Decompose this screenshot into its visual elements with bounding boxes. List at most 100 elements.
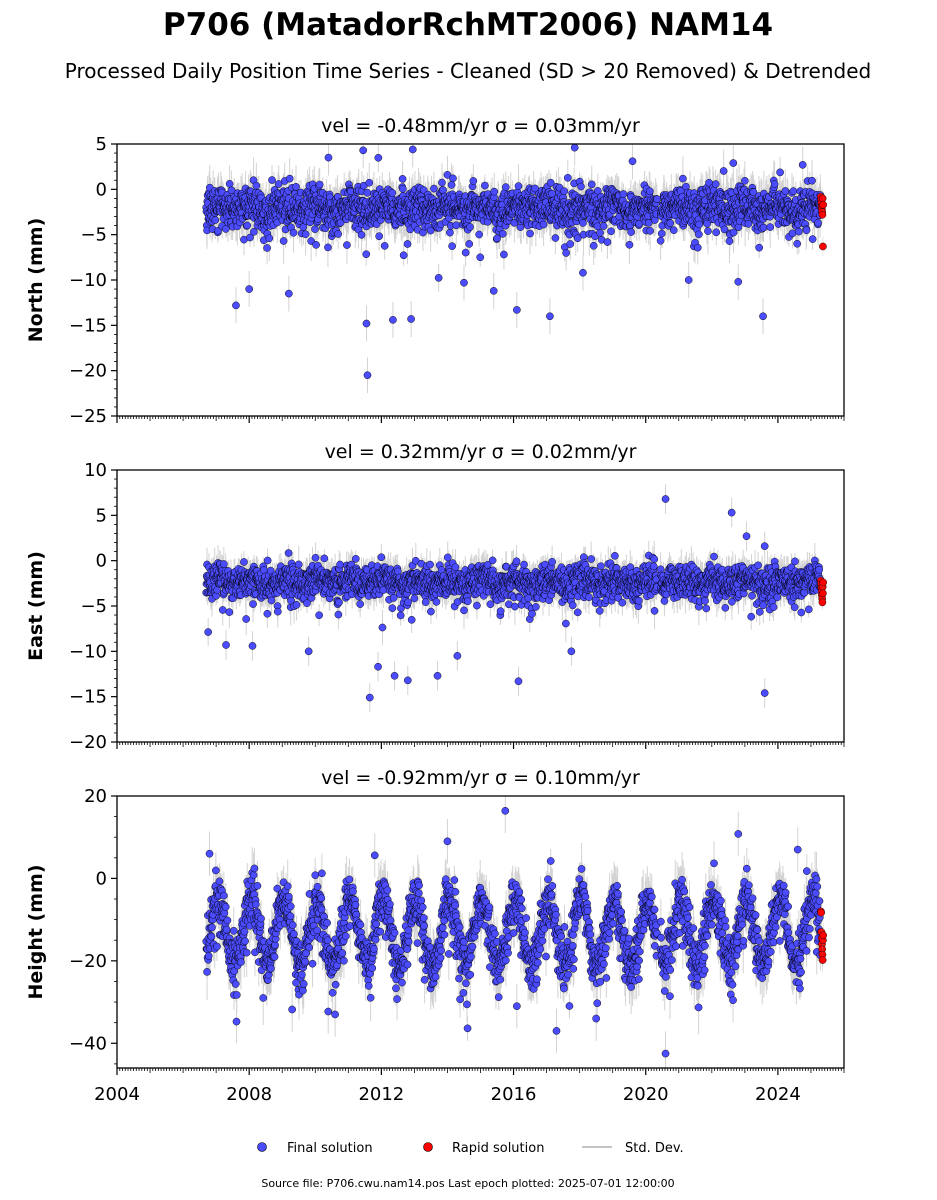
final-point <box>795 227 803 236</box>
final-point <box>357 231 366 239</box>
final-point <box>451 563 460 572</box>
final-point <box>744 220 753 228</box>
final-point <box>747 612 756 621</box>
final-point <box>769 603 778 611</box>
final-point <box>759 601 768 610</box>
final-point <box>263 244 271 252</box>
final-point <box>618 598 627 607</box>
final-point <box>793 239 802 248</box>
final-point <box>225 180 234 188</box>
y-tick-label: 0 <box>96 179 107 200</box>
final-point <box>759 312 767 321</box>
final-point <box>720 225 729 234</box>
panel-title-north: vel = -0.48mm/yr σ = 0.03mm/yr <box>321 115 640 137</box>
final-point <box>476 253 485 262</box>
final-point <box>426 226 435 235</box>
final-point <box>650 607 659 615</box>
y-tick-label: 10 <box>84 460 107 481</box>
final-point <box>220 560 228 568</box>
final-point <box>727 508 736 517</box>
y-tick-label: −15 <box>69 687 107 708</box>
final-point <box>760 689 769 697</box>
y-tick-label: −20 <box>69 361 107 382</box>
final-point <box>433 671 442 680</box>
final-point <box>595 607 604 615</box>
final-point <box>702 604 711 613</box>
plot-area-east <box>202 484 828 713</box>
final-point <box>265 234 274 243</box>
final-point <box>649 562 658 571</box>
final-point <box>427 607 435 616</box>
final-point <box>218 606 227 614</box>
final-point <box>661 495 670 503</box>
final-point <box>788 229 797 238</box>
final-point <box>619 190 628 198</box>
final-point <box>403 676 412 685</box>
rapid-point <box>818 194 827 203</box>
y-axis-north: 50−5−10−15−20−25 <box>69 134 117 427</box>
final-point <box>430 184 438 193</box>
final-point <box>464 597 472 606</box>
final-point <box>741 176 749 185</box>
final-point <box>776 168 784 177</box>
final-point <box>252 181 261 190</box>
final-point <box>249 600 257 608</box>
final-point <box>802 226 811 235</box>
rapid-point <box>818 210 827 219</box>
rapid-point <box>819 200 828 209</box>
final-point <box>551 234 560 242</box>
final-point <box>475 230 483 239</box>
final-point <box>815 565 824 574</box>
final-point <box>434 274 443 282</box>
final-point <box>211 216 220 224</box>
final-point <box>781 187 790 195</box>
final-point <box>398 175 407 183</box>
final-point <box>526 229 534 238</box>
final-point <box>315 611 323 620</box>
final-point <box>528 609 536 618</box>
final-point <box>489 287 498 295</box>
final-point <box>770 180 779 188</box>
y-tick-label: −25 <box>69 406 107 427</box>
final-point <box>267 596 276 605</box>
final-point <box>446 228 454 237</box>
final-point <box>359 146 368 155</box>
final-point <box>546 312 554 321</box>
final-point <box>789 187 798 195</box>
final-point <box>259 566 268 574</box>
final-point <box>585 593 593 602</box>
final-point <box>438 178 446 187</box>
final-point <box>500 250 508 259</box>
final-point <box>466 223 474 231</box>
final-point <box>351 554 360 563</box>
final-point <box>808 235 817 243</box>
final-point <box>388 604 397 613</box>
final-point <box>421 598 430 606</box>
y-tick-label: −10 <box>69 641 107 662</box>
final-point <box>396 611 405 620</box>
final-point <box>453 652 462 660</box>
final-point <box>245 285 254 293</box>
final-point <box>432 598 441 606</box>
final-point <box>628 157 637 166</box>
final-point <box>808 176 816 185</box>
final-point <box>263 556 272 565</box>
final-point <box>759 223 768 232</box>
final-point <box>439 186 447 194</box>
rapid-point <box>818 598 827 607</box>
final-point <box>539 220 548 229</box>
final-point <box>513 306 521 314</box>
final-point <box>611 551 619 560</box>
final-point <box>263 609 272 618</box>
y-tick-label: −5 <box>80 225 107 246</box>
final-point <box>447 181 456 189</box>
final-point <box>356 600 364 608</box>
final-point <box>798 161 807 169</box>
final-point <box>749 188 758 196</box>
final-point <box>814 218 822 227</box>
final-point <box>221 225 230 233</box>
final-point <box>374 662 382 671</box>
final-point <box>363 188 372 197</box>
y-tick-label: −5 <box>80 596 107 617</box>
final-point <box>546 178 555 187</box>
